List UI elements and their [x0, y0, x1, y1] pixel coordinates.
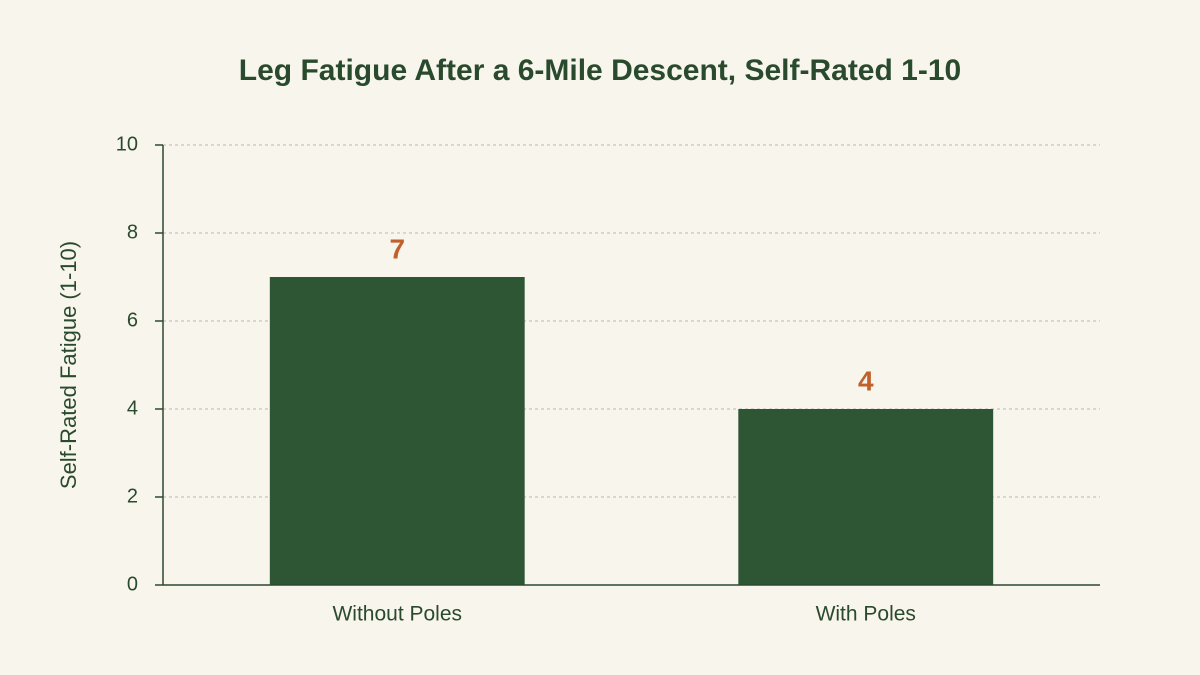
x-tick-label: With Poles: [816, 603, 916, 626]
y-axis-label: Self-Rated Fatigue (1-10): [56, 241, 81, 489]
bar: [269, 277, 525, 585]
chart-title: Leg Fatigue After a 6-Mile Descent, Self…: [239, 54, 961, 87]
y-tick-label: 10: [116, 133, 138, 155]
y-tick-label: 2: [127, 485, 138, 507]
y-tick-label: 8: [127, 221, 138, 243]
value-label: 4: [858, 365, 874, 396]
value-label: 7: [389, 233, 405, 264]
y-tick-label: 6: [127, 309, 138, 331]
y-tick-label: 4: [127, 397, 138, 419]
y-tick-label: 0: [127, 573, 138, 595]
bar: [738, 409, 994, 585]
x-tick-label: Without Poles: [332, 603, 462, 626]
